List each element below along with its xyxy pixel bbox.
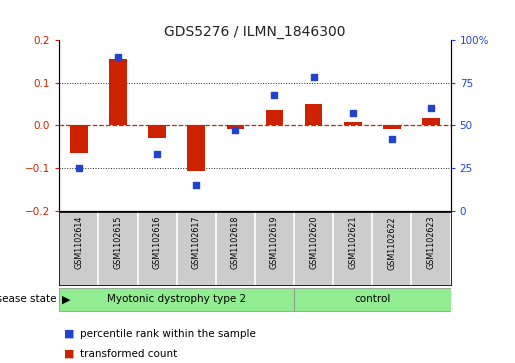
Text: GSM1102616: GSM1102616 (152, 216, 162, 269)
Text: control: control (354, 294, 390, 305)
Bar (148, 125, 166, 138)
Text: Myotonic dystrophy type 2: Myotonic dystrophy type 2 (107, 294, 246, 305)
Text: GSM1102618: GSM1102618 (231, 216, 240, 269)
Point (349, 110, 357, 116)
Bar (344, 122, 362, 125)
Bar (294, 288, 451, 311)
Text: GSM1102614: GSM1102614 (74, 216, 83, 269)
Text: GSM1102622: GSM1102622 (387, 216, 397, 270)
Text: GSM1102623: GSM1102623 (426, 216, 436, 269)
Text: GSM1102615: GSM1102615 (113, 216, 123, 269)
Text: GSM1102617: GSM1102617 (192, 216, 201, 269)
Point (427, 105, 435, 111)
Bar (383, 125, 401, 129)
Text: percentile rank within the sample: percentile rank within the sample (80, 329, 256, 339)
Bar (422, 118, 440, 125)
Text: GSM1102620: GSM1102620 (309, 216, 318, 269)
Point (192, 182, 200, 188)
Bar (109, 59, 127, 125)
Bar (227, 125, 244, 129)
Point (388, 136, 396, 142)
Point (75, 165, 83, 171)
Text: ■: ■ (64, 349, 75, 359)
Bar (305, 104, 322, 125)
Text: ■: ■ (64, 329, 75, 339)
Bar (70, 125, 88, 153)
Text: GSM1102621: GSM1102621 (348, 216, 357, 269)
Bar (59, 288, 294, 311)
Text: disease state: disease state (0, 294, 57, 305)
Point (310, 74, 318, 80)
Bar (266, 110, 283, 125)
Text: transformed count: transformed count (80, 349, 177, 359)
Point (153, 151, 161, 157)
Point (231, 127, 239, 133)
Bar (187, 125, 205, 171)
Text: ▶: ▶ (62, 294, 71, 305)
Point (270, 91, 279, 97)
Point (114, 54, 122, 60)
Text: GSM1102619: GSM1102619 (270, 216, 279, 269)
Title: GDS5276 / ILMN_1846300: GDS5276 / ILMN_1846300 (164, 25, 346, 39)
